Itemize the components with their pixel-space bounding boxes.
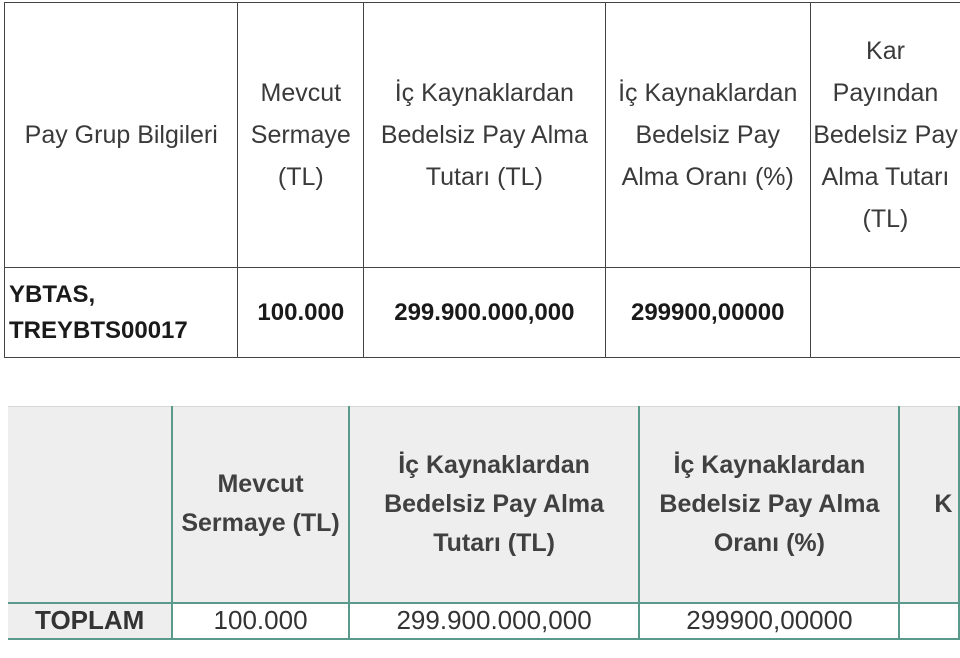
- cell-internal-amount: 299.900.000,000: [363, 267, 606, 358]
- header-dividend-amount: Kar Payından Bedelsiz Pay Alma Tutarı (T…: [809, 2, 960, 268]
- header-empty: [8, 406, 174, 603]
- table-row: YBTAS, TREYBTS00017 100.000 299.900.000,…: [3, 267, 960, 358]
- total-internal-amount: 299.900.000,000: [347, 601, 641, 640]
- cell-internal-rate: 299900,00000: [604, 267, 811, 358]
- header-internal-resources-rate: İç Kaynaklardan Bedelsiz Pay Alma Oranı …: [638, 406, 901, 603]
- header-current-capital: Mevcut Sermaye (TL): [237, 2, 365, 268]
- total-internal-rate: 299900,00000: [638, 601, 901, 640]
- total-current-capital: 100.000: [171, 601, 350, 640]
- total-header-row: Mevcut Sermaye (TL) İç Kaynaklardan Bede…: [8, 406, 960, 603]
- cell-dividend-amount: [809, 267, 960, 358]
- header-row: Pay Grup Bilgileri Mevcut Sermaye (TL) İ…: [3, 2, 960, 268]
- share-group-table: Pay Grup Bilgileri Mevcut Sermaye (TL) İ…: [3, 2, 960, 358]
- header-internal-resources-amount: İç Kaynaklardan Bedelsiz Pay Alma Tutarı…: [347, 406, 641, 603]
- cell-current-capital: 100.000: [237, 267, 365, 358]
- header-internal-resources-rate: İç Kaynaklardan Bedelsiz Pay Alma Oranı …: [604, 2, 811, 268]
- total-label: TOPLAM: [8, 601, 174, 640]
- cell-pay-group: YBTAS, TREYBTS00017: [3, 267, 239, 358]
- header-dividend-amount-truncated: K: [898, 406, 960, 603]
- header-internal-resources-amount: İç Kaynaklardan Bedelsiz Pay Alma Tutarı…: [363, 2, 606, 268]
- total-dividend-amount: [898, 601, 960, 640]
- total-row: TOPLAM 100.000 299.900.000,000 299900,00…: [8, 601, 960, 640]
- total-table: Mevcut Sermaye (TL) İç Kaynaklardan Bede…: [8, 406, 960, 640]
- header-pay-group-info: Pay Grup Bilgileri: [3, 2, 239, 268]
- header-current-capital: Mevcut Sermaye (TL): [171, 406, 350, 603]
